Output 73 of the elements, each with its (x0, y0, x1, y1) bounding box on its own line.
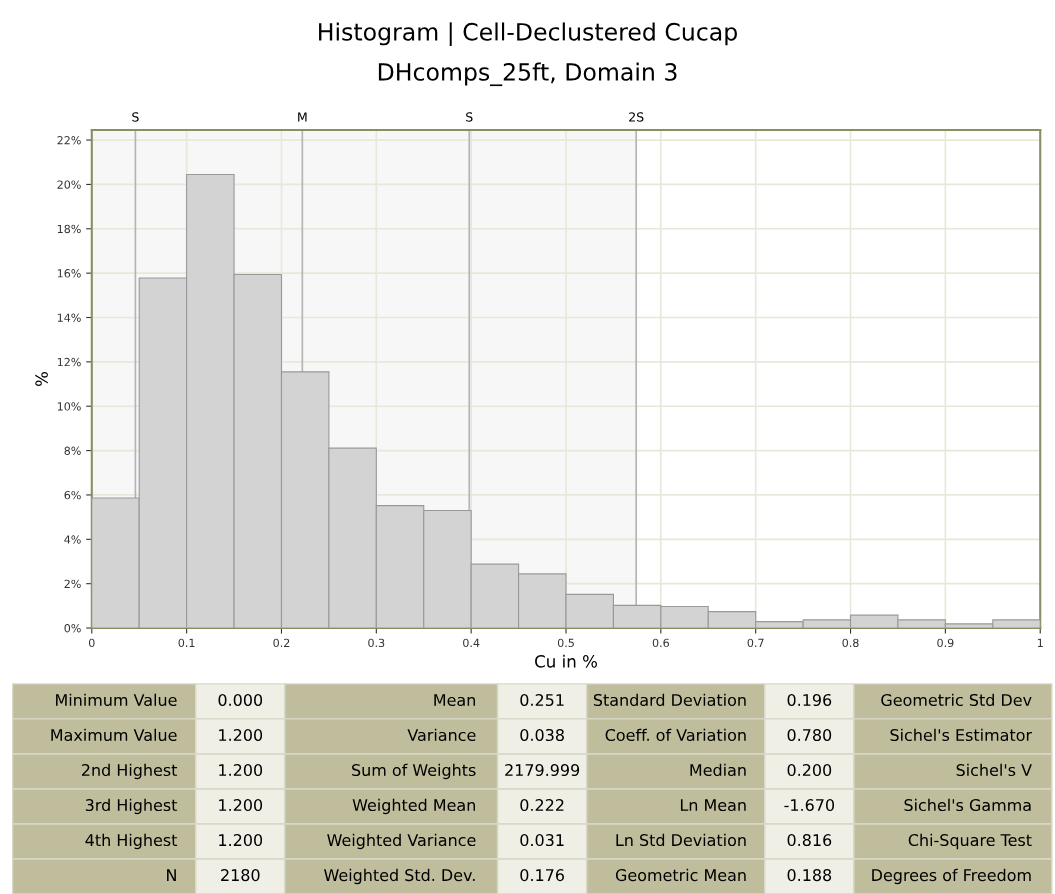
ref-line-label: S (132, 112, 139, 122)
y-tick-label: 4% (64, 535, 81, 544)
x-tick-label: 0.4 (463, 638, 480, 648)
x-axis-title: Cu in % (535, 654, 597, 668)
text: Sum of Weights (352, 763, 476, 780)
y-tick-label: 22% (57, 136, 81, 145)
text: Standard Deviation (593, 693, 746, 707)
text: Chi-Square Test (908, 833, 1032, 850)
x-tick-label: 1 (1037, 638, 1043, 647)
text: Weighted Variance (327, 833, 476, 850)
x-tick-label: 0.8 (842, 638, 859, 648)
text: 0.816 (787, 834, 832, 847)
text: Degrees of Freedom (872, 868, 1031, 885)
text: -1.670 (784, 799, 835, 812)
x-tick-label: 0.1 (178, 638, 195, 648)
text: Mean (434, 694, 475, 707)
text: 0.200 (787, 764, 832, 777)
text: Minimum Value (56, 693, 177, 707)
text: 2180 (221, 869, 260, 882)
y-tick-label: 8% (64, 446, 81, 455)
text: Weighted Mean (352, 798, 475, 815)
text: Maximum Value (51, 728, 177, 742)
chart-subtitle: DHcomps_25ft, Domain 3 (378, 62, 677, 87)
chart-title: Histogram | Cell-Declustered Cucap (319, 22, 737, 46)
ref-line-label: 2S (629, 112, 644, 122)
text: 2179.999 (505, 764, 580, 777)
text: 0.188 (787, 869, 832, 882)
y-tick-label: 10% (57, 402, 81, 411)
text: 4th Highest (85, 833, 178, 850)
text: Ln Mean (680, 799, 746, 812)
x-tick-label: 0.6 (652, 638, 669, 648)
text: Variance (407, 728, 476, 742)
text: N (167, 869, 176, 881)
text: Ln Std Deviation (616, 833, 746, 847)
ref-line-label: S (466, 112, 473, 122)
text: Median (690, 763, 746, 777)
y-tick-label: 20% (57, 180, 81, 189)
text: 1.200 (219, 764, 263, 777)
text: 0.038 (520, 728, 564, 742)
ref-line-label: M (298, 112, 307, 122)
x-tick-label: 0.9 (937, 638, 954, 648)
y-tick-label: 2% (64, 579, 81, 589)
y-tick-label: 18% (57, 224, 81, 234)
text: Sichel's V (956, 763, 1032, 777)
y-tick-label: 16% (57, 269, 81, 278)
text: 1.200 (219, 799, 263, 812)
text: Coeff. of Variation (605, 728, 746, 742)
x-tick-label: 0.5 (557, 638, 574, 648)
x-tick-label: 0.2 (273, 638, 290, 648)
x-tick-label: 0.7 (747, 638, 764, 648)
text: 0.031 (520, 834, 564, 847)
text: 0.780 (787, 728, 832, 742)
text: 0.000 (218, 693, 263, 707)
text: 2nd Highest (81, 763, 178, 780)
text: 3rd Highest (85, 798, 178, 815)
x-tick-label: 0 (88, 638, 95, 648)
text: 0.196 (787, 693, 832, 707)
text: 0.176 (520, 869, 564, 882)
y-axis-title: % (35, 372, 48, 387)
y-tick-label: 12% (57, 357, 81, 367)
text: Weighted Std. Dev. (324, 868, 475, 885)
x-tick-label: 0.3 (368, 638, 385, 648)
text: 0.251 (520, 693, 564, 707)
text: Geometric Std Dev (881, 693, 1032, 707)
text: 1.200 (219, 834, 263, 847)
y-tick-label: 14% (57, 313, 81, 322)
text: Sichel's Estimator (890, 728, 1033, 742)
y-tick-label: 0% (64, 624, 81, 633)
text: Sichel's Gamma (904, 798, 1031, 812)
text: 0.222 (520, 799, 564, 812)
text: 1.200 (219, 728, 263, 742)
y-tick-label: 6% (64, 490, 81, 500)
text: Geometric Mean (615, 868, 746, 882)
